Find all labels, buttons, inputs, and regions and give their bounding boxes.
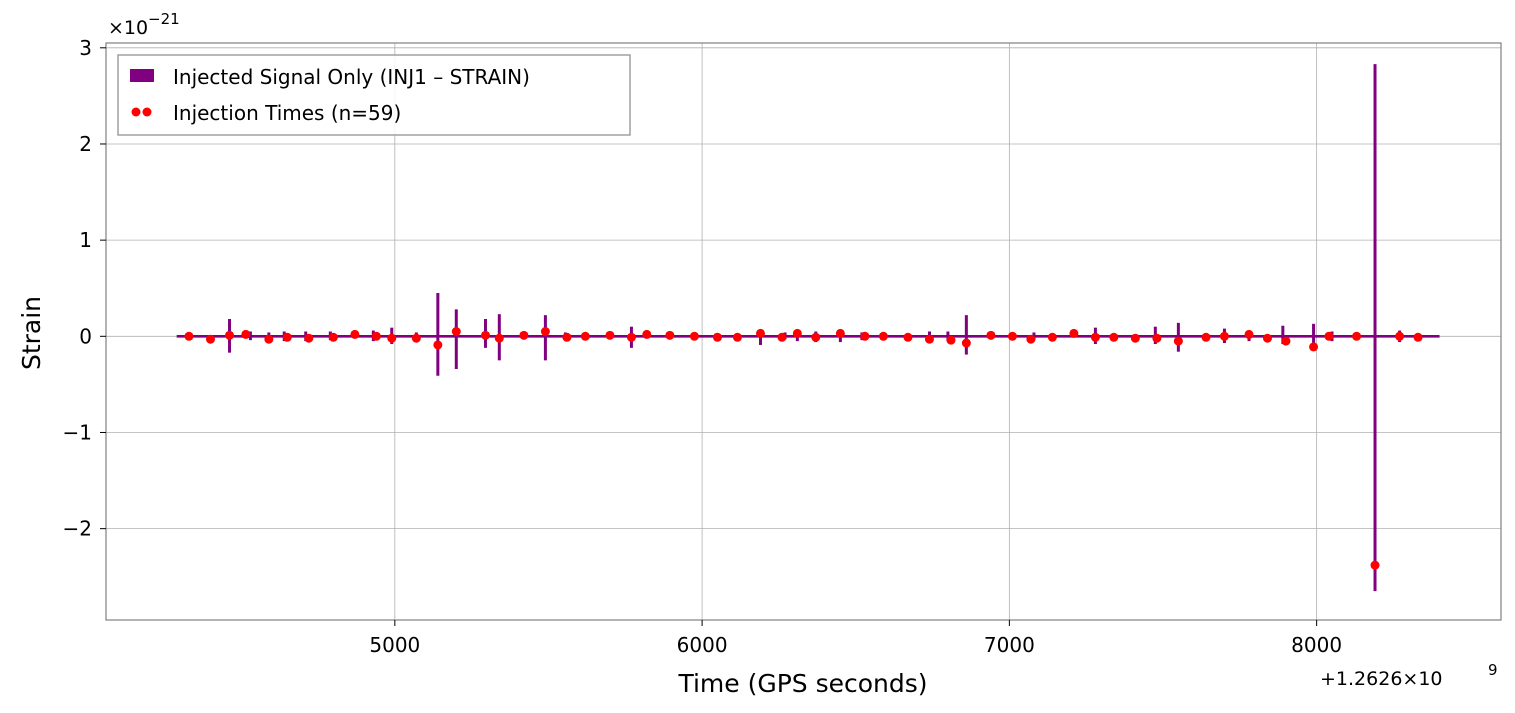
legend-swatch-injected-signal	[130, 69, 154, 82]
injection-time-marker	[1090, 332, 1100, 342]
injection-time-marker	[878, 331, 888, 341]
injection-time-marker	[184, 331, 194, 341]
injection-time-marker	[540, 327, 550, 336]
injection-time-marker	[1069, 328, 1079, 338]
injection-time-marker	[580, 331, 590, 341]
injection-time-marker	[451, 327, 461, 336]
injection-time-marker	[241, 329, 251, 339]
legend: Injected Signal Only (INJ1 – STRAIN) Inj…	[117, 54, 631, 136]
injection-time-marker	[665, 330, 675, 340]
injection-time-marker	[961, 338, 971, 348]
x-offset-factor-base: +1.2626×10	[1320, 668, 1443, 690]
injection-time-marker	[1173, 336, 1183, 346]
injection-time-marker	[225, 330, 235, 340]
axes-frame	[105, 42, 1502, 621]
injection-time-marker	[626, 332, 636, 342]
injection-time-marker	[350, 329, 360, 339]
injection-time-marker	[1324, 331, 1334, 341]
injection-time-marker	[1262, 333, 1272, 343]
injection-time-marker	[562, 332, 572, 342]
injection-time-marker	[411, 333, 421, 343]
injection-time-marker	[835, 328, 845, 338]
y-tick-label: 0	[79, 324, 92, 348]
x-offset-factor-exp: 9	[1488, 661, 1498, 679]
injection-time-marker	[924, 334, 934, 344]
injection-time-marker	[1244, 329, 1254, 339]
injection-time-marker	[755, 328, 765, 338]
injection-time-marker	[777, 332, 787, 342]
y-tick-label: −2	[63, 517, 92, 541]
injection-time-marker	[1047, 332, 1057, 342]
plot-area	[176, 64, 1440, 592]
x-tick-label: 5000	[369, 633, 420, 657]
injection-time-marker	[264, 334, 274, 344]
injection-time-marker	[433, 340, 443, 350]
injection-time-marker	[519, 330, 529, 340]
x-offset-factor: +1.2626×10 9	[1320, 661, 1498, 690]
injection-time-marker	[1109, 332, 1119, 342]
injection-time-marker	[1309, 342, 1319, 352]
injection-time-marker	[1219, 331, 1229, 341]
x-axis-label: Time (GPS seconds)	[677, 669, 927, 698]
injection-time-marker	[811, 332, 821, 342]
injection-time-marker	[1395, 331, 1405, 341]
injection-time-marker	[1026, 334, 1036, 344]
x-tick-label: 6000	[677, 633, 728, 657]
x-axis-ticks: 5000 6000 7000 8000	[369, 620, 1342, 657]
injection-time-marker	[860, 331, 870, 341]
injection-time-marker	[494, 333, 504, 343]
injection-time-marker	[282, 332, 292, 342]
y-axis-label: Strain	[17, 296, 46, 370]
injection-time-marker	[1152, 333, 1162, 343]
injection-time-marker	[371, 331, 381, 341]
legend-box	[117, 54, 631, 136]
x-tick-label: 8000	[1291, 633, 1342, 657]
y-tick-label: 2	[79, 132, 92, 156]
injection-time-marker	[1281, 336, 1291, 346]
legend-marker-injection-times	[142, 107, 152, 117]
injection-time-marker	[712, 332, 722, 342]
injection-time-marker	[732, 332, 742, 342]
injection-time-marker	[1130, 333, 1140, 343]
legend-label-injected-signal: Injected Signal Only (INJ1 – STRAIN)	[173, 65, 530, 89]
injection-time-marker	[205, 334, 215, 344]
y-tick-label: 1	[79, 228, 92, 252]
injection-time-marker	[1370, 560, 1380, 570]
injection-time-marker	[328, 332, 338, 342]
injection-time-marker	[642, 329, 652, 339]
injection-time-marker	[304, 333, 314, 343]
injection-time-marker	[1007, 331, 1017, 341]
injection-time-marker	[387, 333, 397, 343]
injection-time-marker	[792, 328, 802, 338]
y-scale-factor-exp: −21	[148, 10, 180, 28]
injection-time-marker	[1413, 332, 1423, 342]
injection-time-marker	[1352, 331, 1362, 341]
y-scale-factor: ×10 −21	[108, 10, 180, 39]
legend-marker-injection-times	[131, 107, 141, 117]
injection-time-marker	[480, 330, 490, 340]
x-tick-label: 7000	[984, 633, 1035, 657]
y-tick-label: −1	[63, 420, 92, 444]
injection-time-marker	[903, 332, 913, 342]
legend-label-injection-times: Injection Times (n=59)	[173, 101, 401, 125]
y-axis-ticks: −2 −1 0 1 2 3	[63, 36, 106, 541]
injection-time-marker	[986, 330, 996, 340]
injection-time-marker	[689, 331, 699, 341]
y-scale-factor-base: ×10	[108, 17, 148, 39]
injection-time-marker	[605, 330, 615, 340]
y-tick-label: 3	[79, 36, 92, 60]
injection-time-marker	[1201, 332, 1211, 342]
injection-time-marker	[946, 335, 956, 345]
